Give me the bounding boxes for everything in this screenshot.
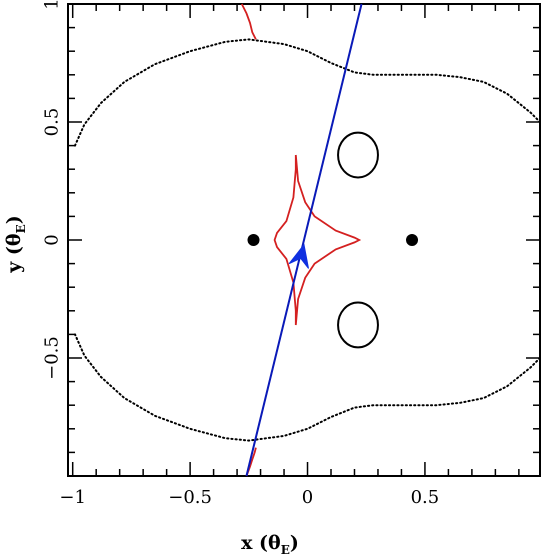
critical-curve-outer-bottom <box>74 333 541 442</box>
x-tick-label: 0 <box>302 487 313 508</box>
y-tick-label: −0.5 <box>42 336 63 380</box>
y-tick-labels: −0.5 0 0.5 1 <box>42 0 63 380</box>
y-tick-label: 1 <box>42 0 63 10</box>
y-tick-label: 0.5 <box>42 108 63 137</box>
x-tick-labels: −1 −0.5 0 0.5 <box>59 487 439 508</box>
y-axis-label: y (θE) <box>3 215 28 273</box>
lens-2 <box>406 234 419 246</box>
x-tick-label: −0.5 <box>168 487 212 508</box>
critical-curve-upper-loop <box>337 131 379 179</box>
x-tick-label: 0.5 <box>411 487 440 508</box>
source-trajectory <box>245 3 363 477</box>
caustic-central <box>273 154 362 326</box>
caustic-top <box>240 3 257 40</box>
critical-curve-outer-top <box>74 38 541 147</box>
tick-marks <box>68 3 540 477</box>
lens-1 <box>247 234 260 246</box>
plot-series <box>74 3 541 477</box>
x-axis-label: x (θE) <box>241 532 299 557</box>
y-tick-label: 0 <box>42 234 63 245</box>
critical-curve-lower-loop <box>337 301 379 349</box>
x-tick-label: −1 <box>59 487 86 508</box>
direction-arrow <box>288 243 309 269</box>
